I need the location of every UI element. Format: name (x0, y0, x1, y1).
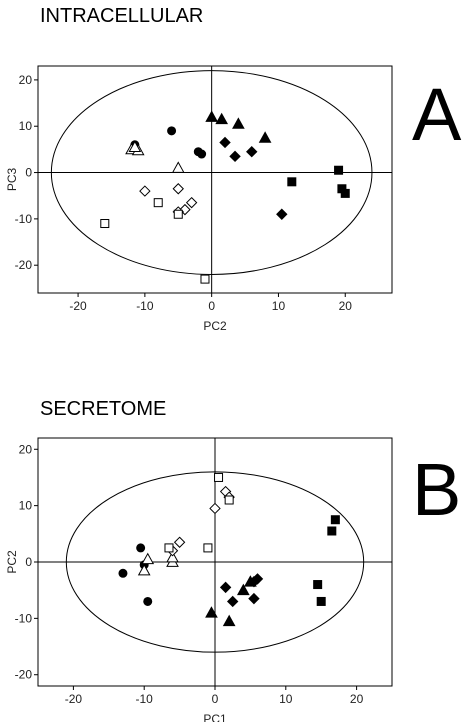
panel-a-point-square-filled (287, 177, 297, 187)
panel-a-y-tick-label: -20 (15, 258, 33, 272)
panel-a-point-square-filled (334, 165, 344, 175)
panel-a-x-tick-label: 0 (208, 299, 215, 313)
panel-b-point-circle-filled (136, 543, 146, 553)
panel-a-x-axis-label: PC2 (203, 319, 227, 333)
panel-a-point-triangle-filled (232, 117, 245, 129)
panel-b-point-square-filled (330, 515, 340, 525)
panel-a-y-tick-label: 0 (25, 166, 32, 180)
panel-b-point-square-open (203, 543, 213, 553)
panel-b-point-circle-filled (118, 568, 128, 578)
panel-b-y-axis-label: PC2 (5, 550, 19, 574)
panel-a-y-tick-label: 20 (19, 73, 33, 87)
panel-a-x-tick-label: -10 (136, 299, 154, 313)
panel-a-point-diamond-filled (246, 145, 258, 158)
panel-b-point-triangle-filled (205, 606, 218, 618)
panel-a-point-diamond-filled (276, 208, 288, 220)
panel-b-y-tick-label: -20 (15, 668, 33, 682)
panel-a-y-axis-label: PC3 (5, 168, 19, 192)
panel-b-point-square-filled (327, 526, 337, 536)
panel-a-label: A (412, 73, 462, 156)
panel-a-x-tick-label: -20 (69, 299, 87, 313)
panel-a-point-square-open (200, 274, 210, 284)
panel-a-plot-frame (37, 65, 393, 294)
panel-b-title: SECRETOME (40, 398, 166, 420)
panel-a-point-triangle-filled (205, 110, 219, 122)
panel-b-point-triangle-filled (236, 583, 250, 596)
panel-b-point-triangle-open (141, 552, 155, 565)
panel-a-y-tick-label: -10 (15, 212, 33, 226)
panel-a-point-triangle-filled (215, 112, 229, 125)
panel-a-point-square-open (173, 209, 183, 219)
panel-b-point-diamond-filled (248, 592, 260, 605)
panel-b-y-tick-label: 0 (25, 555, 32, 569)
panel-b-point-triangle-open (137, 563, 151, 576)
panel-a-point-square-open (153, 198, 163, 208)
panel-b-point-triangle-filled (222, 614, 236, 627)
panel-a-confidence-ellipse (50, 70, 373, 275)
panel-a-point-diamond-filled (219, 136, 231, 149)
panel-b-x-tick-label: 20 (350, 692, 364, 706)
panel-a-point-square-filled (340, 188, 350, 198)
panel-a-point-diamond-open (185, 196, 198, 209)
panel-b-point-diamond-filled (219, 581, 232, 594)
panel-a-point-diamond-open (139, 185, 151, 197)
panel-b-label: B (412, 448, 461, 531)
panel-b-point-square-open (164, 543, 174, 553)
panel-b-x-tick-label: 10 (279, 692, 293, 706)
panel-b-y-tick-label: 20 (19, 442, 33, 456)
panel-b-point-square-open (224, 495, 234, 505)
panel-a-point-diamond-filled (229, 150, 241, 163)
panel-b-point-square-filled (316, 596, 326, 606)
panel-a-point-triangle-filled (258, 131, 272, 143)
panel-b-point-diamond-filled (226, 595, 239, 608)
panel-b-point-square-open (214, 472, 224, 482)
panel-a-y-tick-label: 10 (19, 119, 33, 133)
panel-b-point-circle-filled (143, 596, 153, 606)
panel-a-x-tick-label: 20 (339, 299, 353, 313)
panel-a-point-triangle-open (171, 161, 185, 173)
panel-b-point-diamond-open (173, 536, 186, 548)
panel-a-title: INTRACELLULAR (40, 5, 203, 27)
panel-b-x-tick-label: 0 (212, 692, 219, 706)
panel-a-point-diamond-open (172, 183, 184, 195)
panel-b-point-square-filled (313, 580, 323, 590)
panel-a-x-tick-label: 10 (272, 299, 286, 313)
panel-a-point-circle-filled (167, 126, 177, 136)
panel-b-point-diamond-filled (251, 573, 264, 585)
panel-a-point-triangle-open (128, 140, 142, 152)
panel-a-point-square-open (100, 219, 110, 229)
panel-b-point-triangle-open (166, 550, 179, 563)
panel-b-y-tick-label: -10 (15, 611, 33, 625)
panel-b-x-tick-label: -10 (136, 692, 154, 706)
panel-b-x-axis-label: PC1 (203, 712, 227, 722)
panel-b-point-diamond-open (209, 502, 221, 515)
panel-b-confidence-ellipse (65, 471, 365, 653)
panel-b-x-tick-label: -20 (65, 692, 83, 706)
panel-a-point-circle-filled (197, 149, 207, 159)
panel-b-y-tick-label: 10 (19, 499, 33, 513)
